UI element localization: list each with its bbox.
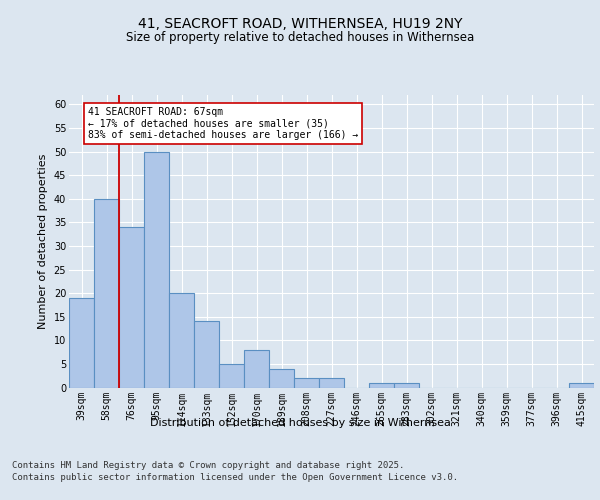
Text: Contains HM Land Registry data © Crown copyright and database right 2025.: Contains HM Land Registry data © Crown c…: [12, 460, 404, 469]
Bar: [269, 368, 294, 388]
Bar: [69, 298, 94, 388]
Bar: [94, 199, 119, 388]
Bar: [569, 383, 594, 388]
Bar: [394, 383, 419, 388]
Y-axis label: Number of detached properties: Number of detached properties: [38, 154, 48, 329]
Bar: [194, 322, 219, 388]
Bar: [144, 152, 169, 388]
Bar: [119, 227, 144, 388]
Bar: [169, 293, 194, 388]
Bar: [319, 378, 344, 388]
Bar: [219, 364, 244, 388]
Text: Size of property relative to detached houses in Withernsea: Size of property relative to detached ho…: [126, 31, 474, 44]
Bar: [244, 350, 269, 388]
Text: 41, SEACROFT ROAD, WITHERNSEA, HU19 2NY: 41, SEACROFT ROAD, WITHERNSEA, HU19 2NY: [138, 18, 462, 32]
Text: Contains public sector information licensed under the Open Government Licence v3: Contains public sector information licen…: [12, 473, 458, 482]
Bar: [294, 378, 319, 388]
Text: 41 SEACROFT ROAD: 67sqm
← 17% of detached houses are smaller (35)
83% of semi-de: 41 SEACROFT ROAD: 67sqm ← 17% of detache…: [88, 107, 358, 140]
Text: Distribution of detached houses by size in Withernsea: Distribution of detached houses by size …: [149, 418, 451, 428]
Bar: [369, 383, 394, 388]
